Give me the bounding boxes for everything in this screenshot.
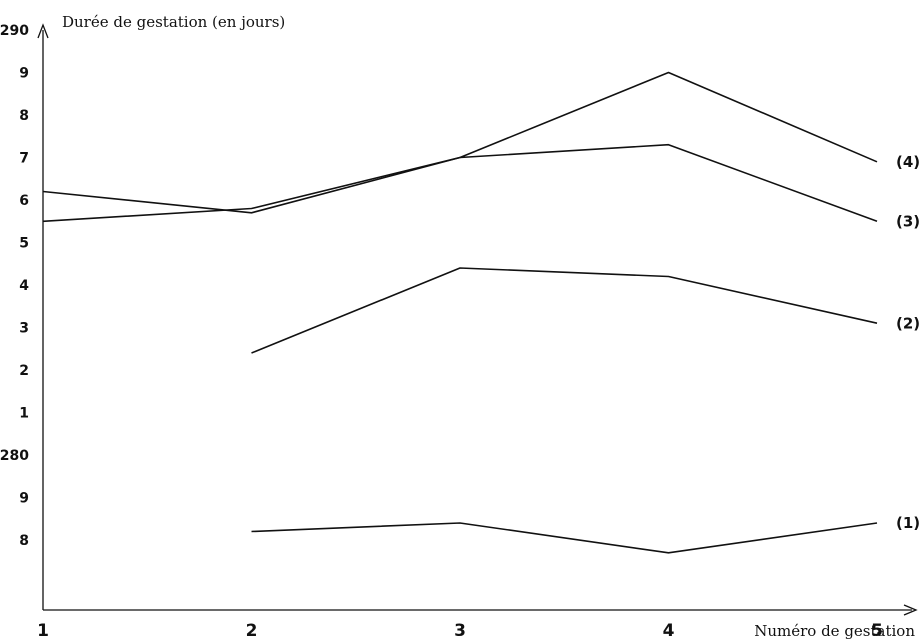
series-label-3: (3) bbox=[896, 212, 920, 230]
x-tick-label: 1 bbox=[37, 621, 49, 641]
y-tick-label: 6 bbox=[19, 193, 29, 209]
y-tick-label: 9 bbox=[19, 66, 29, 82]
y-tick-label: 4 bbox=[19, 278, 29, 294]
y-axis-arrow bbox=[37, 23, 49, 39]
axes: Durée de gestation (en jours) Numéro de … bbox=[37, 13, 918, 640]
series-labels: (1) (2) (3) (4) bbox=[896, 153, 920, 532]
x-axis-label: Numéro de gestation bbox=[754, 622, 915, 640]
y-tick-label: 2 bbox=[19, 363, 29, 379]
series-label-1: (1) bbox=[896, 514, 920, 532]
series-line-2 bbox=[251, 267, 878, 354]
x-tick-label: 5 bbox=[871, 621, 883, 641]
y-tick-label: 280 bbox=[0, 448, 29, 464]
y-tick-label: 3 bbox=[19, 321, 29, 337]
x-tick-label: 2 bbox=[246, 621, 258, 641]
series-group bbox=[42, 71, 878, 554]
y-axis-label: Durée de gestation (en jours) bbox=[62, 13, 285, 31]
y-tick-labels: 290 9 8 7 6 5 4 3 2 1 280 9 8 bbox=[0, 23, 29, 549]
y-tick-label: 9 bbox=[19, 491, 29, 507]
series-line-4 bbox=[42, 71, 878, 223]
x-axis-arrow bbox=[903, 604, 918, 616]
y-tick-label: 7 bbox=[19, 151, 29, 167]
series-label-2: (2) bbox=[896, 314, 920, 332]
y-tick-label: 5 bbox=[19, 236, 29, 252]
x-tick-labels: 1 2 3 4 5 bbox=[37, 621, 883, 641]
series-line-3 bbox=[42, 143, 878, 223]
x-tick-label: 4 bbox=[663, 621, 675, 641]
y-tick-label: 8 bbox=[19, 533, 29, 549]
y-tick-label: 1 bbox=[19, 406, 29, 422]
x-tick-label: 3 bbox=[454, 621, 466, 641]
y-tick-label: 290 bbox=[0, 23, 29, 39]
y-tick-label: 8 bbox=[19, 108, 29, 124]
series-label-4: (4) bbox=[896, 153, 920, 171]
series-line-1 bbox=[251, 522, 878, 554]
